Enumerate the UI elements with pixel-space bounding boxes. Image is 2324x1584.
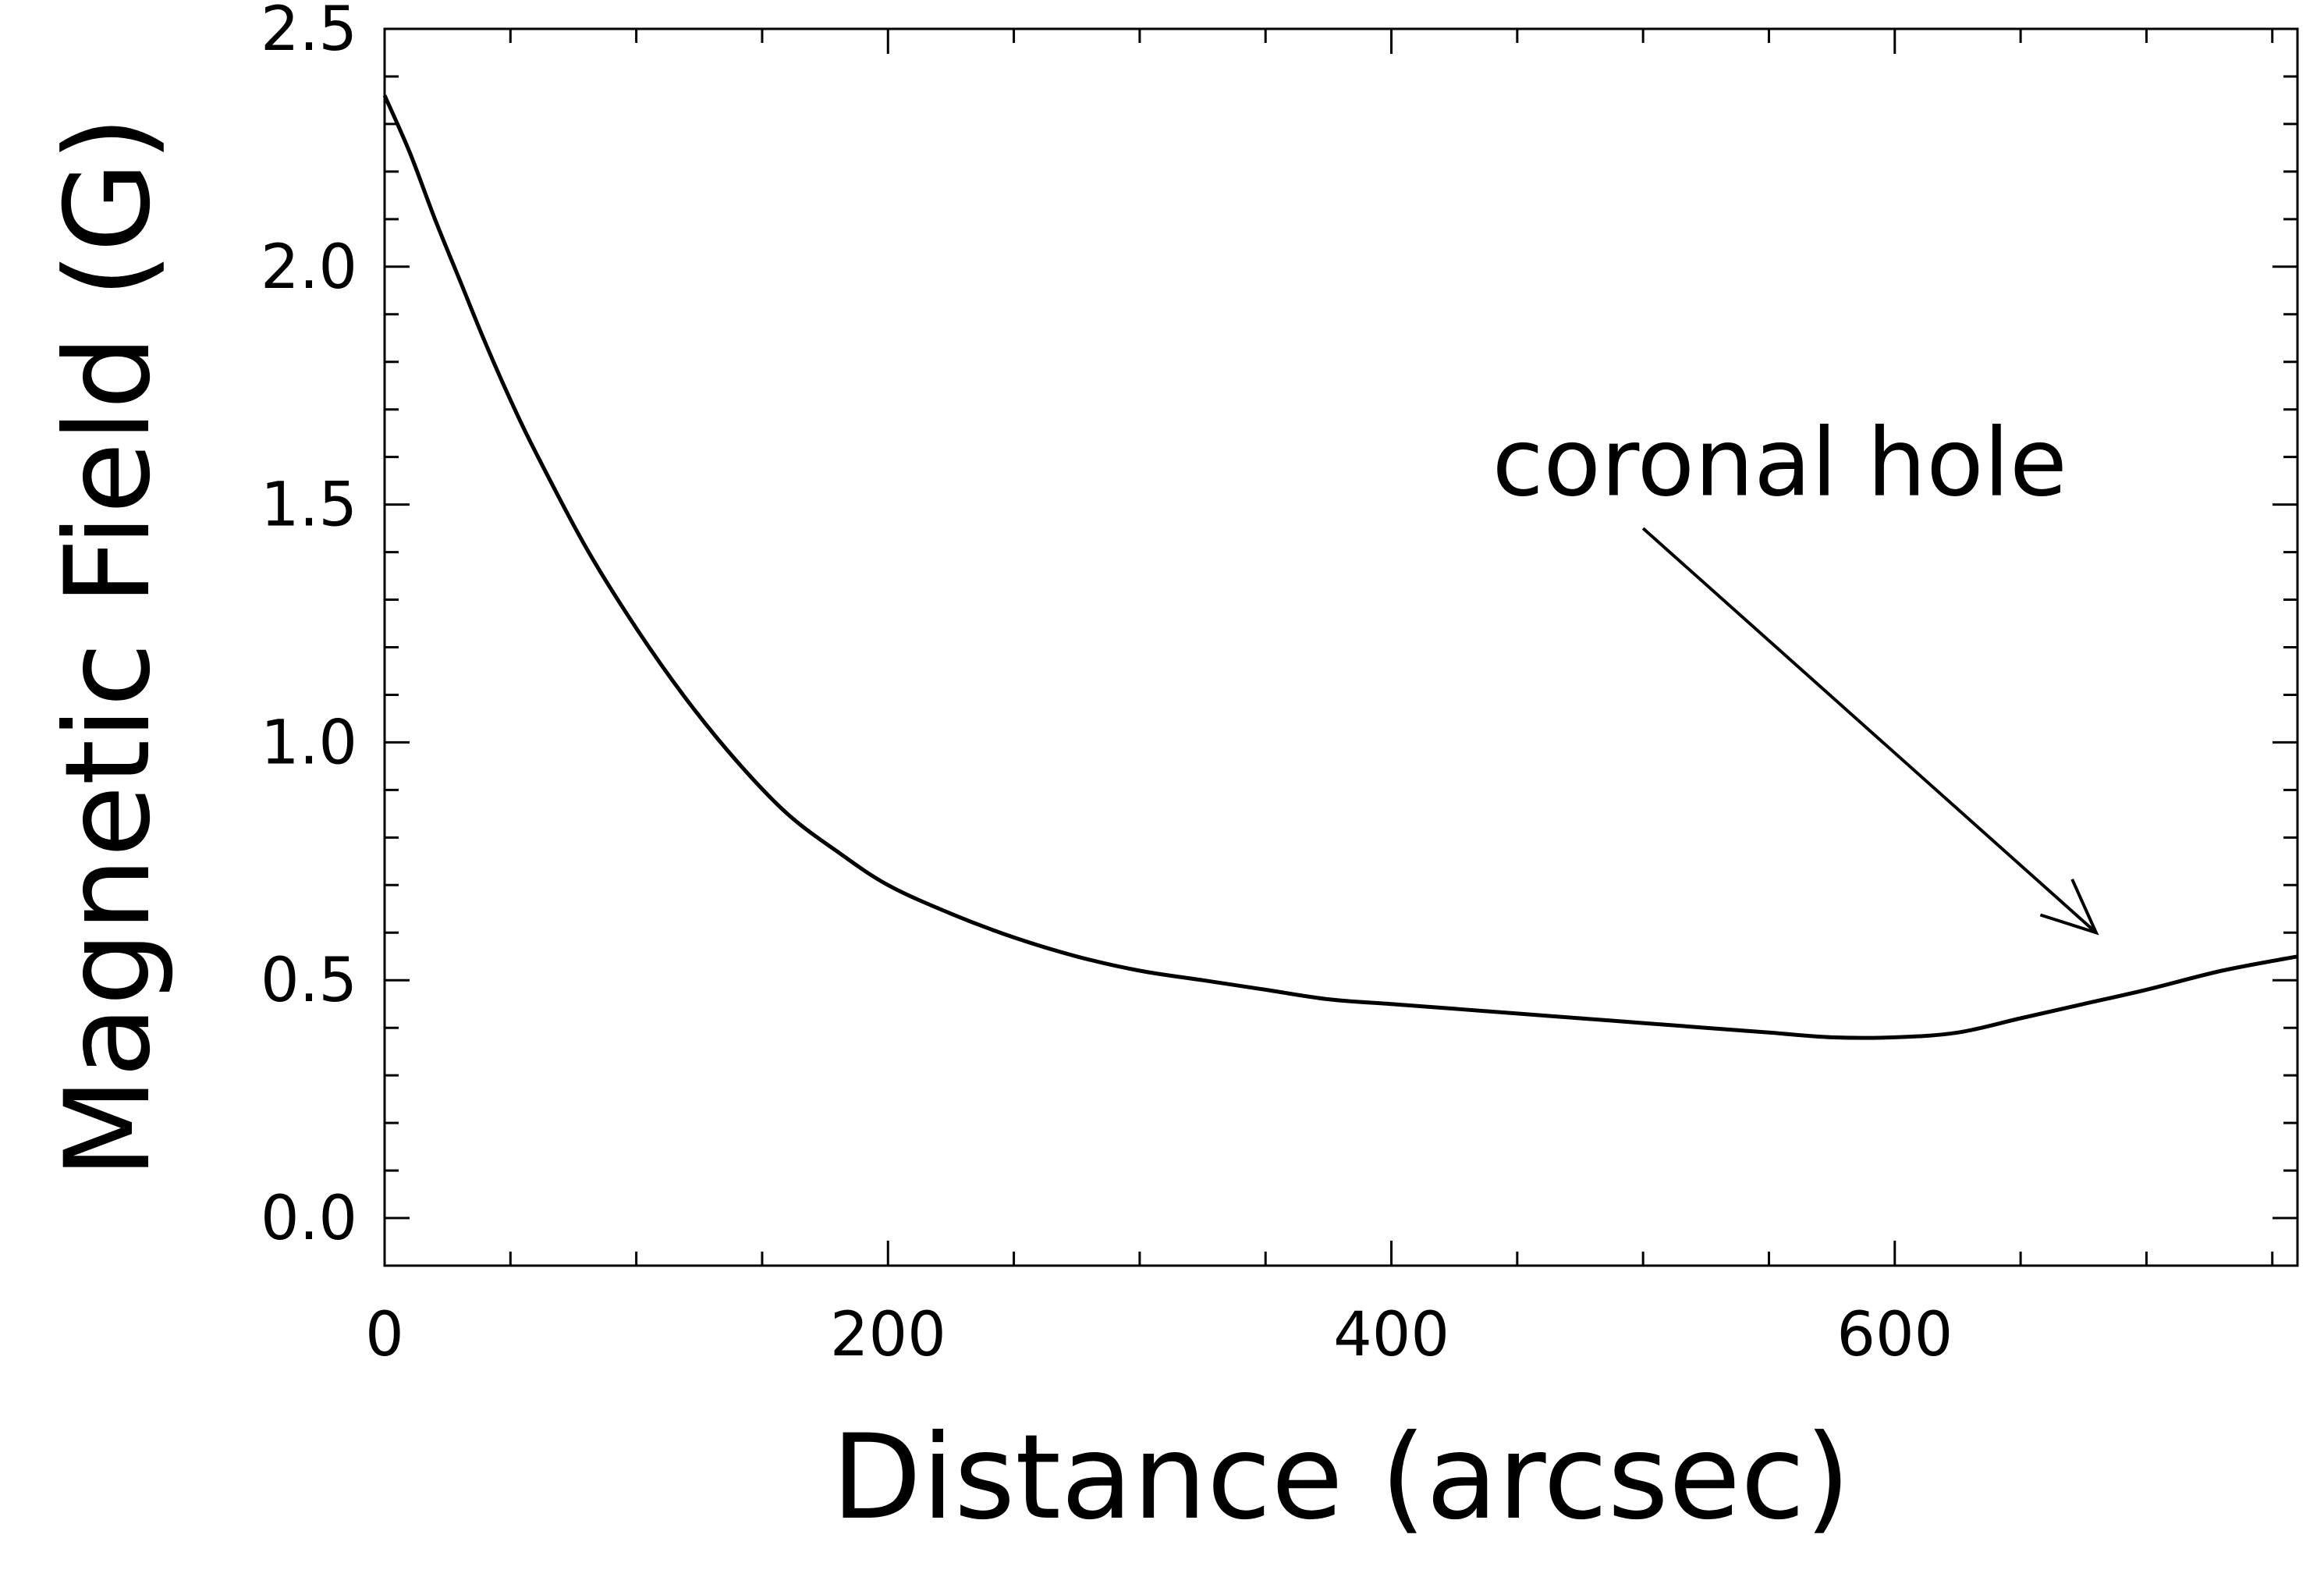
y-tick-label: 1.0	[261, 708, 357, 778]
y-tick-label: 0.5	[261, 946, 357, 1016]
y-tick-label: 1.5	[261, 471, 357, 541]
x-tick-label: 600	[1836, 1300, 1953, 1370]
x-tick-label: 400	[1333, 1300, 1449, 1370]
y-tick-label: 2.0	[261, 233, 357, 303]
x-tick-label: 0	[365, 1300, 404, 1370]
series-line	[382, 94, 2298, 1040]
x-tick-label: 200	[830, 1300, 946, 1370]
plot-frame	[383, 27, 2299, 1267]
x-axis-title: Distance (arcsec)	[832, 1410, 1850, 1546]
y-axis-title: Magnetic Field (G)	[41, 116, 176, 1179]
annotation-coronal-hole: coronal hole	[1492, 409, 2067, 517]
annotation-arrow	[1641, 527, 2098, 934]
annotation-arrowhead	[2039, 879, 2099, 936]
y-tick-label: 2.5	[261, 0, 357, 65]
y-tick-label: 0.0	[261, 1184, 357, 1254]
